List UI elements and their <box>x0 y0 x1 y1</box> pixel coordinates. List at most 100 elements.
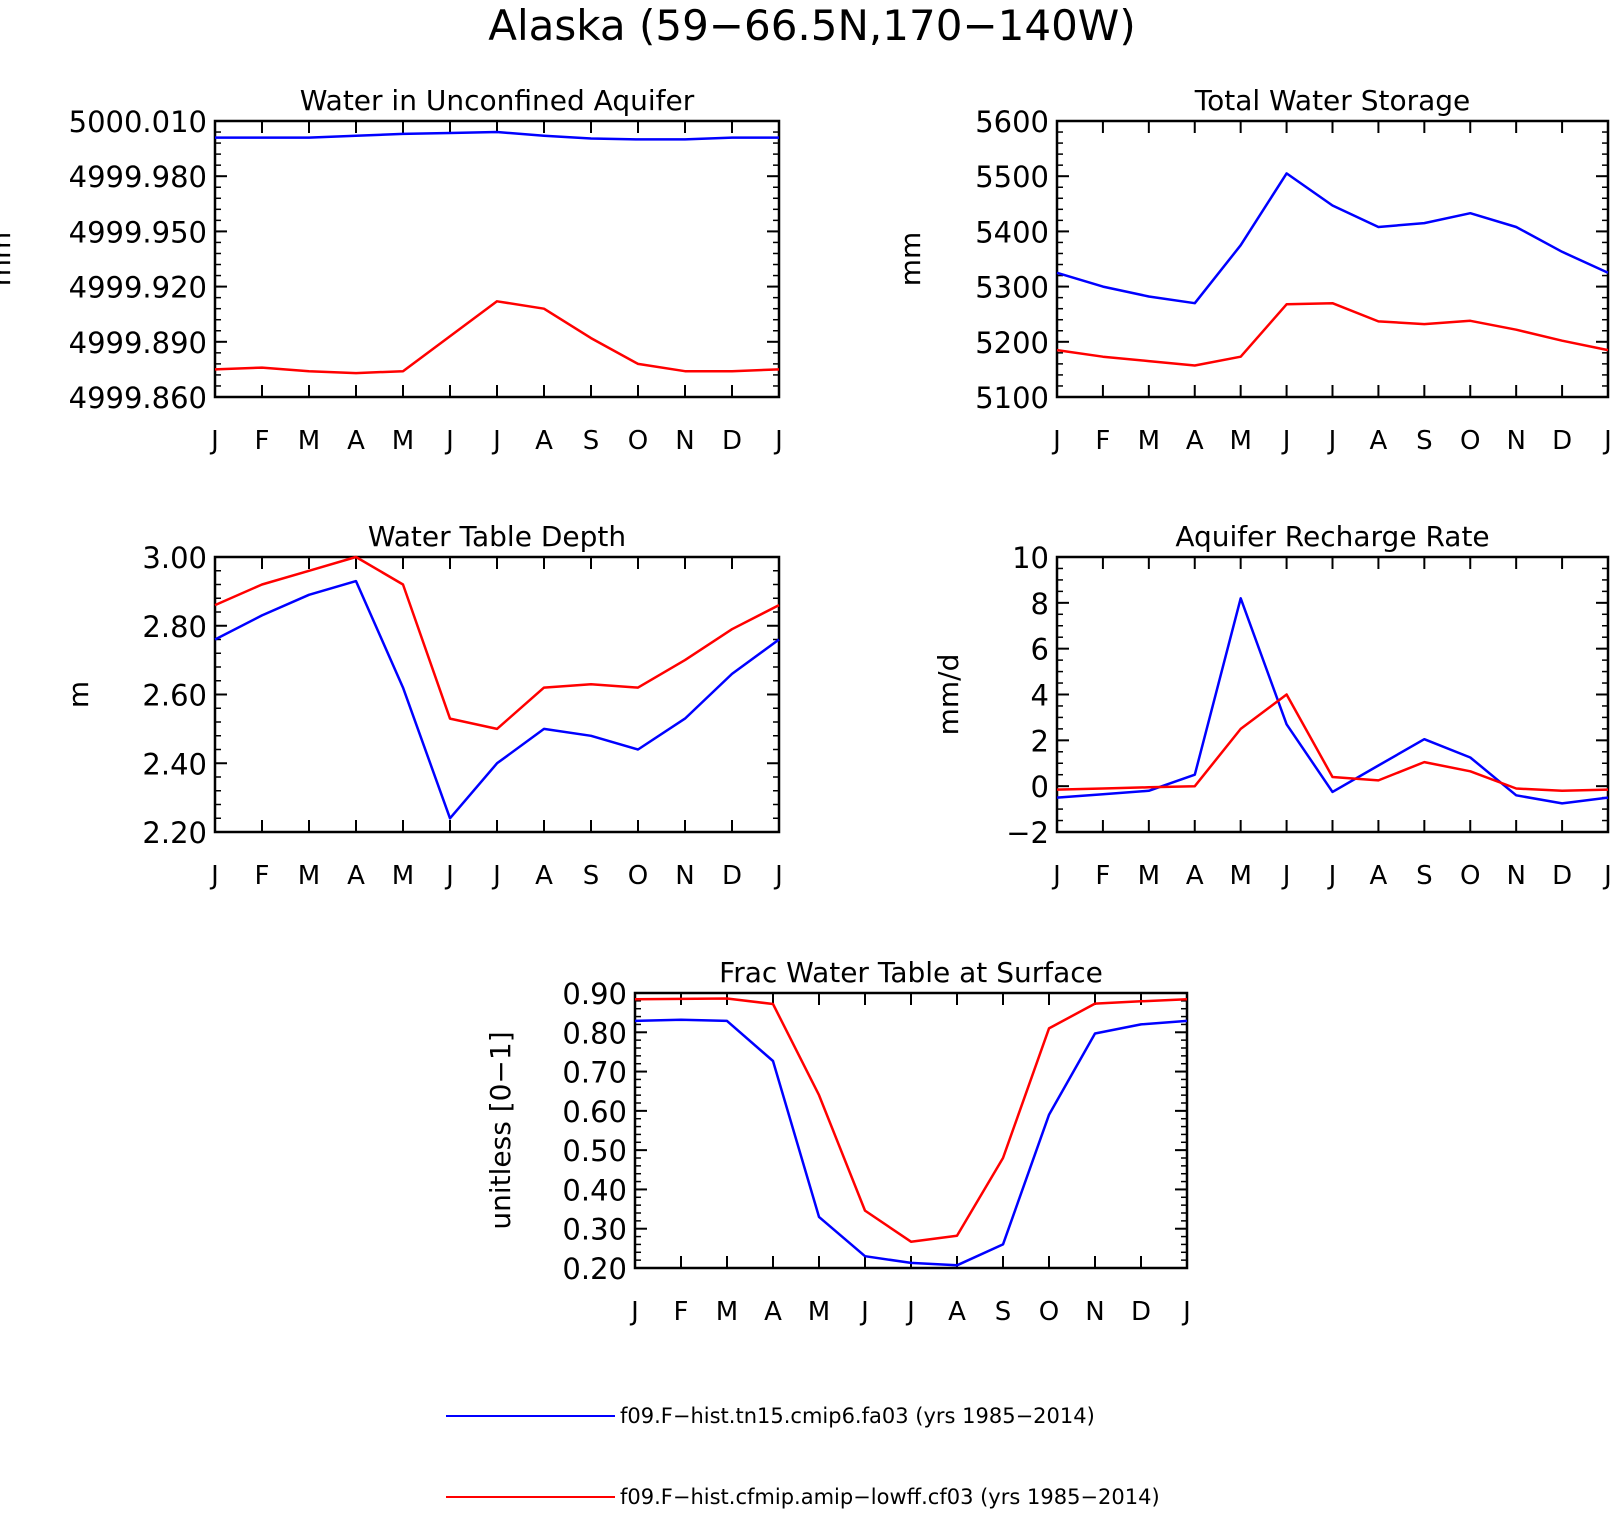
panel-title: Total Water Storage <box>1194 84 1471 117</box>
series-line-1 <box>1056 172 1609 305</box>
y-tick-label: 5200 <box>975 326 1049 360</box>
x-tick-label: M <box>1229 426 1251 456</box>
x-tick-label: J <box>1281 426 1291 456</box>
y-axis-label: mm/d <box>932 654 965 736</box>
y-tick-label: 0.60 <box>562 1095 627 1129</box>
x-tick-label: M <box>1138 861 1160 891</box>
y-tick-label: 0.70 <box>562 1056 627 1090</box>
legend-label-series-1: f09.F−hist.tn15.cmip6.fa03 (yrs 1985−201… <box>620 1404 1095 1428</box>
x-tick-label: J <box>1281 861 1291 891</box>
y-axis-label: m <box>62 681 95 708</box>
chart-panels: Water in Unconfined Aquifer 4999.860 4999.… <box>0 84 1612 1327</box>
x-tick-label: J <box>773 861 783 891</box>
x-tick-label: J <box>1602 426 1612 456</box>
y-tick-label: 2.40 <box>142 747 207 781</box>
x-tick-label: M <box>716 1297 738 1327</box>
panel-title: Aquifer Recharge Rate <box>1175 520 1489 553</box>
x-tick-label: O <box>1460 861 1480 891</box>
series-line-2 <box>1056 301 1609 367</box>
series-line-2 <box>214 555 780 731</box>
x-tick-label: N <box>1085 1297 1104 1327</box>
x-tick-label: F <box>674 1297 689 1327</box>
y-tick-label: 5000.010 <box>69 105 207 139</box>
figure-title: Alaska (59−66.5N,170−140W) <box>488 1 1135 50</box>
series-line-2 <box>1056 693 1609 793</box>
y-tick-label: 5400 <box>975 215 1049 249</box>
x-tick-label: O <box>1039 1297 1059 1327</box>
x-tick-label: A <box>347 861 365 891</box>
x-tick-label: J <box>1181 1297 1191 1327</box>
x-tick-label: J <box>444 861 454 891</box>
x-tick-label: O <box>628 426 648 456</box>
x-tick-label: J <box>444 426 454 456</box>
y-axis-label: mm <box>894 232 927 287</box>
series-line-1 <box>215 130 779 141</box>
y-tick-label: 3.00 <box>142 541 207 575</box>
y-tick-label: 5100 <box>975 381 1049 415</box>
y-tick-label: 5600 <box>975 105 1049 139</box>
x-tick-label: F <box>1095 861 1110 891</box>
x-tick-label: J <box>773 426 783 456</box>
y-tick-label: 0.90 <box>562 977 627 1011</box>
x-tick-label: M <box>1138 426 1160 456</box>
x-tick-label: J <box>1051 861 1061 891</box>
x-tick-label: D <box>1552 426 1572 456</box>
y-tick-label: 0.30 <box>562 1213 627 1247</box>
y-tick-label: 0.80 <box>562 1016 627 1050</box>
x-tick-label: A <box>764 1297 782 1327</box>
x-tick-label: D <box>1552 861 1572 891</box>
y-tick-label: 4999.980 <box>69 160 207 194</box>
x-tick-label: A <box>1370 426 1388 456</box>
x-tick-label: M <box>392 861 414 891</box>
y-tick-label: 4999.890 <box>69 326 207 360</box>
x-tick-label: M <box>808 1297 830 1327</box>
y-tick-label: 4 <box>1031 679 1049 713</box>
x-tick-label: S <box>583 861 600 891</box>
x-tick-label: S <box>1416 861 1433 891</box>
y-tick-label: 4999.920 <box>69 271 207 305</box>
y-tick-label: 2.80 <box>142 610 207 644</box>
series-line-1 <box>634 1018 1188 1267</box>
x-tick-label: J <box>491 426 501 456</box>
x-tick-label: A <box>948 1297 966 1327</box>
x-tick-label: S <box>1416 426 1433 456</box>
plot-frame <box>213 119 781 399</box>
y-axis-label: mm <box>0 232 17 287</box>
x-tick-label: F <box>255 426 270 456</box>
x-tick-label: J <box>905 1297 915 1327</box>
y-tick-label: 10 <box>1012 541 1049 575</box>
legend: f09.F−hist.tn15.cmip6.fa03 (yrs 1985−201… <box>446 1404 1160 1509</box>
x-tick-label: J <box>491 861 501 891</box>
y-tick-label: 2 <box>1031 724 1049 758</box>
plot-frame <box>633 991 1189 1270</box>
y-axis-label: unitless [0−1] <box>484 1031 517 1229</box>
y-tick-label: 2.60 <box>142 679 207 713</box>
x-tick-label: M <box>1229 861 1251 891</box>
x-tick-label: A <box>1186 861 1204 891</box>
x-tick-label: J <box>859 1297 869 1327</box>
x-tick-label: N <box>1506 426 1525 456</box>
panel-title: Frac Water Table at Surface <box>719 956 1103 989</box>
x-tick-label: A <box>1370 861 1388 891</box>
x-tick-label: N <box>1506 861 1525 891</box>
y-tick-label: 0.50 <box>562 1134 627 1168</box>
y-tick-label: 4999.860 <box>69 381 207 415</box>
legend-label-series-2: f09.F−hist.cfmip.amip−lowff.cf03 (yrs 19… <box>620 1485 1160 1509</box>
x-tick-label: A <box>347 426 365 456</box>
x-tick-label: J <box>1602 861 1612 891</box>
y-tick-label: 8 <box>1031 587 1049 621</box>
y-tick-label: 5300 <box>975 271 1049 305</box>
x-tick-label: N <box>675 426 694 456</box>
plot-frame <box>1055 119 1610 399</box>
x-tick-label: D <box>722 426 742 456</box>
x-tick-label: A <box>1186 426 1204 456</box>
x-tick-label: J <box>1327 861 1337 891</box>
chart-panel-2: Total Water Storage 5100 5200 5300 5400 5500 5… <box>894 84 1612 456</box>
series-line-2 <box>634 997 1188 1243</box>
y-tick-label: 4999.950 <box>69 215 207 249</box>
series-line-1 <box>214 579 780 820</box>
y-tick-label: 5500 <box>975 160 1049 194</box>
x-tick-label: A <box>535 426 553 456</box>
